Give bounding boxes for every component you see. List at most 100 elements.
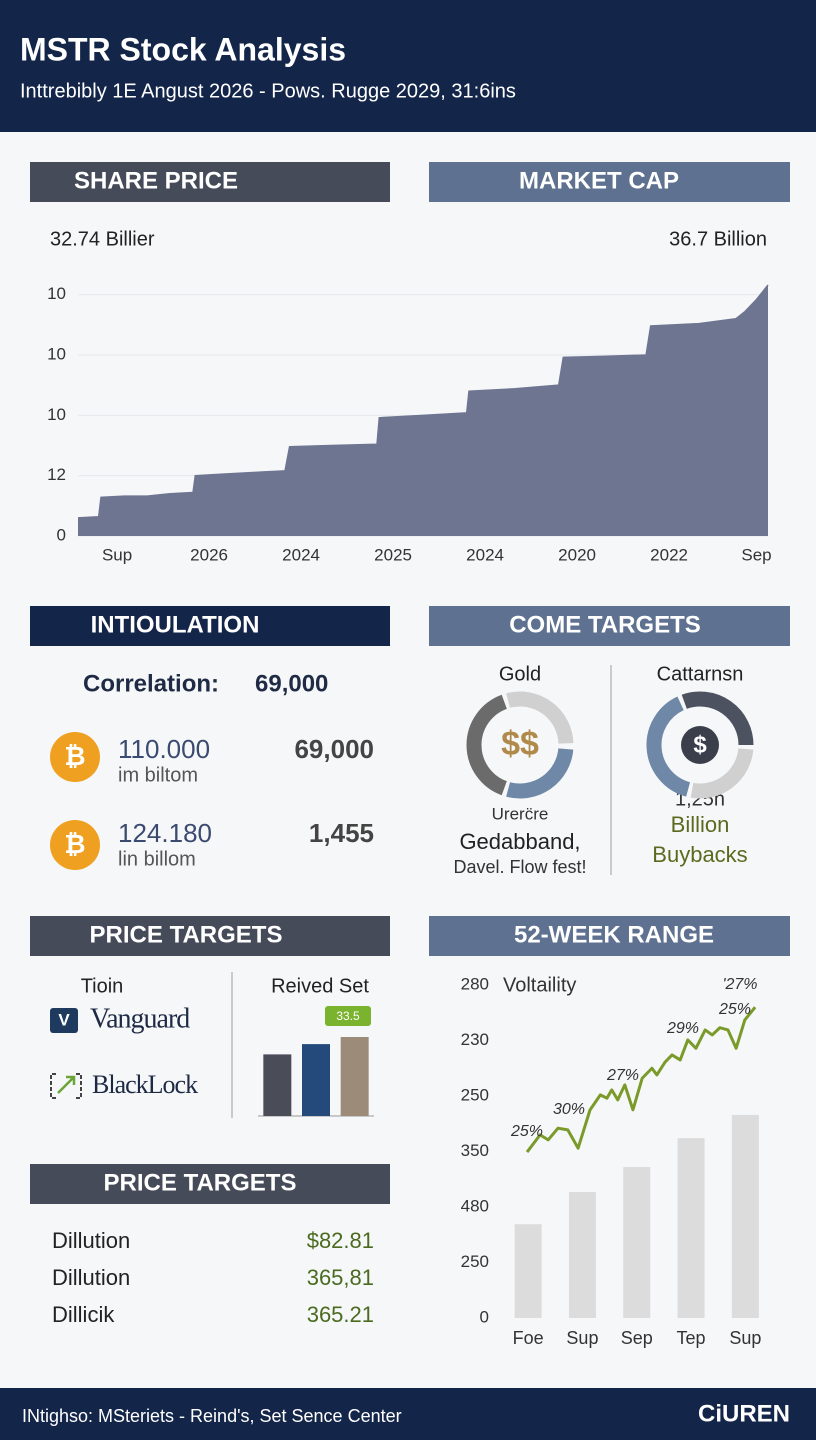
y-tick-label: 280 [461, 974, 489, 993]
label-value: 69,000 [255, 670, 328, 697]
amount: 110.000 [118, 734, 210, 764]
annotation: 25% [510, 1123, 543, 1140]
section-heading-bg [429, 606, 790, 646]
section-heading: INTIOULATION [91, 611, 260, 638]
section-heading-bg [429, 162, 790, 202]
y-tick-label: 350 [461, 1141, 489, 1160]
section-heading: COME TARGETS [509, 611, 701, 638]
y-tick-label: 12 [47, 465, 66, 484]
row-label: Dillicik [52, 1302, 115, 1327]
donut-arc [466, 694, 508, 796]
donut-arc [690, 747, 754, 799]
brand-icon [50, 1073, 82, 1099]
donut-title: Cattarnsn [657, 663, 744, 685]
section-heading: SHARE PRICE [74, 167, 238, 194]
donut-symbol: $$ [501, 725, 539, 763]
annotation: 27% [606, 1067, 639, 1084]
column-title: Tioin [81, 975, 124, 997]
donut-center [681, 726, 719, 764]
bar [302, 1044, 330, 1116]
unit: im biltom [118, 764, 198, 786]
donut-caption: Gedabband, [459, 829, 580, 854]
y-tick-label: 250 [461, 1085, 489, 1104]
donut-caption: Urerc̈re [492, 804, 549, 823]
donut-arc [681, 691, 754, 746]
section-heading-bg [30, 916, 390, 956]
area-line [77, 284, 769, 519]
coin-symbol: ₿ [64, 741, 85, 771]
section-heading-bg [429, 916, 790, 956]
subtitle: Inttrebibly 1E Angust 2026 - Pows. Rugge… [20, 80, 516, 102]
footer-bar [0, 1388, 816, 1440]
bar [623, 1167, 651, 1318]
x-tick-label: Sep [741, 545, 771, 564]
y-tick-label: 480 [461, 1196, 489, 1215]
y-tick-label: 250 [461, 1252, 489, 1271]
coin-symbol: ₿ [64, 829, 85, 859]
annotation: 25% [718, 1001, 751, 1018]
bar [731, 1114, 759, 1318]
x-tick-label: 2026 [190, 545, 228, 564]
y-tick-label: 10 [47, 405, 66, 424]
annotation: '27% [722, 976, 757, 993]
label: Correlation: [83, 670, 219, 697]
title: MSTR Stock Analysis [20, 31, 346, 67]
stat: 32.74 Billier [50, 228, 155, 250]
stat: 36.7 Billion [669, 228, 767, 250]
bar [514, 1224, 542, 1318]
badge-bg [325, 1006, 371, 1026]
section-heading: PRICE TARGETS [104, 1169, 297, 1196]
row-value: 365.21 [307, 1302, 374, 1327]
unit: lin billom [118, 848, 196, 870]
x-tick-label: 2024 [466, 545, 504, 564]
annotation: 30% [553, 1101, 585, 1118]
x-tick-label: Tep [677, 1328, 706, 1348]
bar [677, 1138, 705, 1318]
brand-icon [57, 1075, 76, 1094]
x-tick-label: Sup [729, 1328, 761, 1348]
y-tick-label: 230 [461, 1030, 489, 1049]
x-tick-label: 2020 [558, 545, 596, 564]
x-tick-label: 2025 [374, 545, 412, 564]
donut-title: Gold [499, 663, 541, 685]
section-heading: MARKET CAP [519, 167, 679, 194]
footer-text: INtighso: MSteriets - Reind's, Set Sence… [22, 1406, 402, 1426]
y-tick-label: 10 [47, 284, 66, 303]
badge: 33.5 [336, 1009, 360, 1023]
value: 1,455 [309, 818, 374, 848]
annotation: 29% [666, 1020, 699, 1037]
row-label: Dillution [52, 1228, 130, 1253]
value: 69,000 [294, 734, 374, 764]
donut-symbol: $ [693, 731, 707, 758]
brand-icon [50, 1008, 78, 1033]
y-tick-label: 0 [480, 1307, 489, 1326]
row-label: Dillution [52, 1265, 130, 1290]
bar [340, 1037, 369, 1116]
amount: 124.180 [118, 818, 212, 848]
bar [568, 1192, 596, 1318]
section-heading: 52-WEEK RANGE [514, 921, 714, 948]
row-value: 365,81 [307, 1265, 374, 1290]
section-heading-bg [30, 606, 390, 646]
brand-icon-letter: V [58, 1010, 70, 1029]
section-heading-bg [30, 162, 390, 202]
line [525, 1006, 757, 1153]
x-tick-label: 2024 [282, 545, 320, 564]
section-heading: PRICE TARGETS [90, 921, 283, 948]
donut-caption: Davel. Flow fest! [453, 857, 586, 877]
donut-arc [506, 747, 574, 799]
x-tick-label: Sup [102, 545, 132, 564]
bar [263, 1054, 292, 1116]
brand: Vanguard [90, 1003, 190, 1034]
row-value: $82.81 [307, 1228, 374, 1253]
donut-arc [646, 696, 691, 797]
x-tick-label: 2022 [650, 545, 688, 564]
series-label: Voltaility [503, 974, 576, 996]
brand: BlackLock [92, 1070, 198, 1099]
donut-caption: Buybacks [652, 842, 747, 867]
section-heading-bg [30, 1164, 390, 1204]
donut-caption: Billion [671, 812, 730, 837]
header-bar [0, 0, 816, 132]
x-tick-label: Sep [621, 1328, 653, 1348]
